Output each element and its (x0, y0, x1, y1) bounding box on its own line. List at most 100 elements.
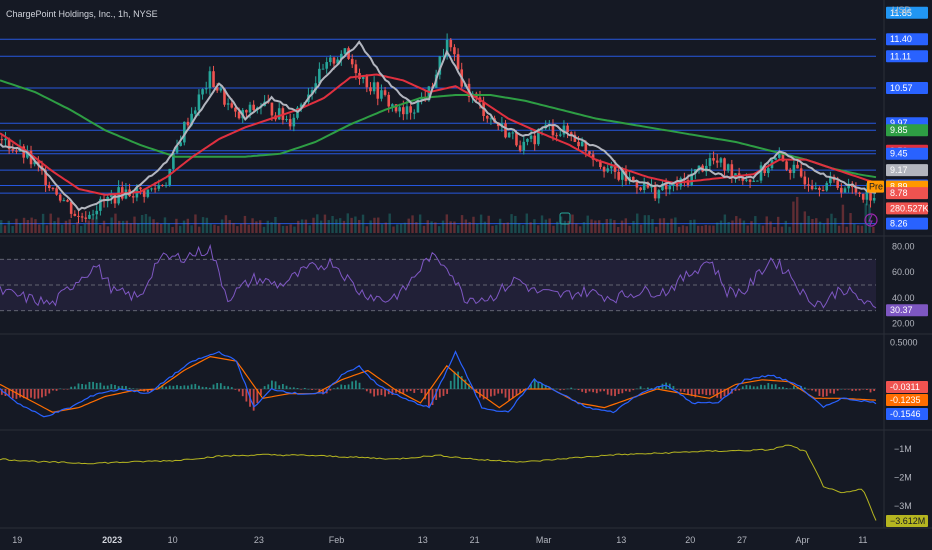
price-axis-label: 11.40 (890, 34, 912, 44)
macd-histogram-bar (391, 389, 394, 395)
volume-bar (502, 223, 506, 233)
volume-bar (773, 226, 776, 233)
macd-histogram-bar (778, 386, 781, 390)
candle-body (759, 165, 763, 181)
macd-histogram-bar (146, 389, 149, 393)
candle-body (602, 167, 606, 172)
time-axis[interactable]: 19 2023 10 23 Feb 13 21 Mar 13 20 27 Apr 11 (12, 535, 867, 545)
candle-body (814, 187, 818, 190)
macd-histogram-bar (22, 389, 25, 399)
time-axis-tick: 13 (418, 535, 428, 545)
price-axis[interactable]: 11.8511.4011.1110.579.979.859.509.459.17… (886, 6, 929, 527)
candle-body (58, 194, 62, 201)
candle-body (807, 184, 810, 186)
macd-histogram-bar (497, 389, 500, 394)
volume-bar (11, 225, 14, 233)
macd-histogram-bar (584, 389, 587, 394)
volume-bar (220, 219, 224, 233)
candle-body (745, 179, 748, 181)
time-axis-tick: 10 (168, 535, 178, 545)
volume-bar (327, 220, 330, 233)
candle-body (157, 185, 161, 189)
volume-bar (312, 217, 315, 233)
volume-indicator-panel[interactable] (0, 444, 877, 521)
macd-histogram-bar (300, 389, 303, 390)
macd-histogram-bar (307, 388, 310, 390)
volume-bar (380, 224, 384, 233)
volume-bar (224, 215, 228, 233)
candle-body (409, 106, 412, 113)
volume-bar (426, 220, 429, 233)
price-label-box (886, 33, 928, 46)
macd-histogram-bar (865, 389, 868, 390)
volume-bar (304, 219, 308, 233)
volume-bar (567, 220, 570, 233)
macd-histogram-bar (19, 389, 21, 398)
macd-histogram-bar (260, 389, 262, 395)
volume-bar (449, 221, 452, 233)
candle-body (394, 104, 398, 112)
volume-indicator-tick: −1M (894, 444, 912, 454)
volume-bar (563, 220, 567, 233)
macd-histogram-bar (789, 388, 792, 390)
volume-bar (430, 221, 433, 233)
price-axis-label: 9.17 (890, 165, 908, 175)
volume-bar (243, 215, 247, 233)
candle-body (690, 173, 693, 185)
volume-bar (845, 226, 848, 233)
price-label-box (886, 81, 928, 94)
price-axis-label: 8.26 (890, 219, 908, 229)
macd-histogram-bar (621, 389, 624, 394)
macd-histogram-bar (435, 389, 438, 400)
macd-histogram-bar (468, 383, 470, 390)
volume-bar (655, 226, 658, 233)
volume-bar (552, 225, 555, 233)
candle-body (730, 164, 734, 177)
candle-body (818, 187, 821, 190)
volume-bar (476, 223, 479, 233)
candle-body (617, 171, 620, 180)
macd-histogram-bar (617, 389, 620, 395)
macd-histogram-bar (322, 389, 324, 395)
price-panel[interactable]: Pre (0, 33, 884, 233)
candle-body (752, 180, 756, 182)
volume-bar (438, 226, 441, 233)
candle-body (73, 213, 77, 216)
time-axis-tick: 21 (470, 535, 480, 545)
candle-body (354, 64, 358, 74)
volume-bar (834, 218, 837, 233)
candle-body (522, 141, 526, 151)
volume-bar (643, 215, 647, 233)
macd-histogram-bar (767, 383, 770, 390)
volume-bar (799, 222, 803, 233)
macd-histogram-bar (198, 385, 200, 390)
candle-body (223, 88, 226, 105)
macd-histogram-bar (44, 389, 47, 397)
volume-bar (853, 223, 856, 233)
macd-histogram-bar (362, 388, 365, 390)
volume-indicator-line (0, 444, 877, 521)
macd-histogram-bar (698, 389, 700, 395)
price-axis-label: 280.527K (890, 203, 929, 213)
candle-body (529, 135, 533, 139)
macd-panel[interactable] (0, 350, 877, 418)
volume-bar (384, 222, 388, 233)
candle-body (829, 176, 832, 184)
candle-body (332, 57, 336, 64)
candle-body (15, 150, 18, 152)
volume-bar (792, 201, 795, 233)
volume-bar (129, 223, 132, 233)
macd-histogram-bar (62, 389, 65, 390)
macd-histogram-bar (212, 384, 215, 390)
candle-body (599, 160, 602, 168)
volume-bar (776, 216, 780, 233)
candle-body (391, 104, 394, 107)
macd-histogram-bar (110, 384, 113, 390)
candle-body (657, 190, 661, 199)
rsi-panel[interactable] (0, 243, 877, 312)
candle-body (639, 187, 642, 191)
candle-body (675, 182, 679, 187)
volume-bar (689, 220, 692, 233)
volume-bar (750, 221, 753, 233)
